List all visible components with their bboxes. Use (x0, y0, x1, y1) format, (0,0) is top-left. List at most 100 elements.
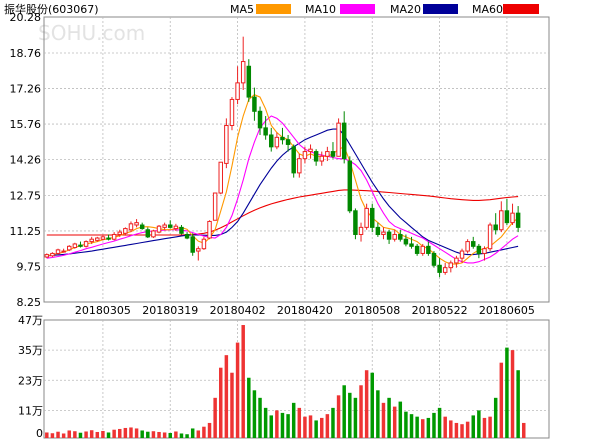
candle-up (44, 254, 50, 258)
volume-tick-label: 0 (36, 427, 43, 440)
volume-bar (151, 431, 156, 438)
candle-down (504, 210, 510, 224)
volume-bars (45, 325, 526, 438)
volume-bar (415, 416, 419, 438)
price-tick-label: 17.26 (10, 83, 42, 96)
date-tick-label: 20180305 (75, 304, 131, 317)
volume-bar (190, 428, 195, 438)
volume-bar (477, 410, 481, 438)
candle-up (151, 230, 156, 238)
volume-bar (56, 431, 60, 438)
volume-bar (213, 397, 217, 438)
candle-up (50, 252, 55, 257)
candle-down (78, 244, 83, 247)
date-tick-label: 20180508 (344, 304, 400, 317)
candle-down (291, 146, 296, 174)
volume-bar (247, 377, 251, 438)
volume-bar (179, 433, 184, 438)
header-bar: 振华股份(603067) MA5 MA10 MA20 MA60 (4, 2, 539, 16)
candle-up (302, 151, 308, 160)
volume-bar (421, 419, 425, 438)
ma20-line (46, 128, 519, 257)
candle-down (330, 151, 336, 157)
candle-down (139, 224, 145, 230)
candle-up (117, 231, 122, 235)
volume-bar (219, 367, 223, 438)
volume-bar (207, 422, 212, 438)
volume-bar (348, 392, 352, 438)
candle-down (246, 65, 252, 98)
candle-down (414, 245, 420, 254)
candle-down (285, 139, 291, 145)
volume-bar (376, 390, 380, 438)
candle-down (353, 210, 358, 235)
candle-up (61, 250, 66, 253)
price-tick-label: 15.76 (10, 118, 42, 131)
volume-bar (45, 432, 49, 438)
price-grid (44, 17, 549, 302)
candle-down (168, 224, 173, 228)
volume-bar (241, 325, 245, 438)
volume-bar (516, 370, 520, 438)
candle-up (89, 238, 94, 243)
volume-bar (308, 415, 313, 438)
candle-up (487, 224, 493, 250)
volume-bar (303, 416, 307, 438)
volume-bar (230, 372, 234, 438)
volume-bar (162, 432, 167, 438)
candle-up (67, 245, 72, 251)
volume-bar (320, 417, 324, 438)
candle-up (381, 231, 386, 235)
volume-bar (482, 417, 487, 438)
price-tick-label: 14.26 (10, 154, 42, 167)
volume-bar (134, 428, 139, 438)
candle-up (55, 249, 61, 254)
candle-down (398, 233, 403, 240)
candle-down (280, 136, 285, 141)
legend: MA5 MA10 MA20 MA60 (230, 3, 539, 16)
volume-bar (269, 415, 273, 438)
price-axis-ticks: 20.28 18.76 17.26 15.76 14.26 12.75 11.25 9.75 8… (10, 11, 42, 309)
volume-bar (263, 407, 268, 438)
candle-up (162, 224, 167, 228)
volume-bar (409, 414, 414, 438)
candle-up (128, 223, 134, 231)
volume-tick-label: 23万 (18, 374, 43, 387)
price-tick-label: 9.75 (17, 260, 42, 273)
candle-down (184, 233, 190, 239)
candle-up (454, 257, 459, 264)
candle-up (358, 226, 364, 235)
candle-down (341, 122, 347, 160)
candle-up (510, 212, 515, 224)
candle-up (100, 236, 106, 240)
volume-bar (471, 415, 475, 438)
price-tick-label: 12.75 (10, 189, 42, 202)
volume-bar (123, 427, 128, 438)
candle-up (319, 155, 324, 162)
volume-bar (432, 412, 436, 438)
volume-bar (336, 395, 341, 438)
volume-bar (437, 407, 442, 438)
volume-bar (168, 432, 172, 438)
volume-bar (252, 390, 257, 438)
volume-bar (101, 430, 105, 438)
candle-up (201, 238, 207, 250)
price-tick-label: 11.25 (10, 225, 42, 238)
candle-up (392, 233, 397, 240)
candle-up (482, 248, 487, 254)
candle-down (257, 110, 263, 129)
candle-up (111, 233, 117, 240)
volume-bar (370, 372, 374, 438)
candle-up (336, 122, 341, 157)
candle-up (240, 61, 246, 84)
volume-bar (387, 397, 391, 438)
candle-down (386, 231, 392, 240)
volume-bar (157, 431, 161, 438)
volume-bar (488, 416, 492, 438)
volume-bar (73, 431, 77, 438)
volume-tick-label: 47万 (18, 314, 43, 327)
candle-down (515, 212, 521, 228)
volume-bar (84, 431, 88, 438)
